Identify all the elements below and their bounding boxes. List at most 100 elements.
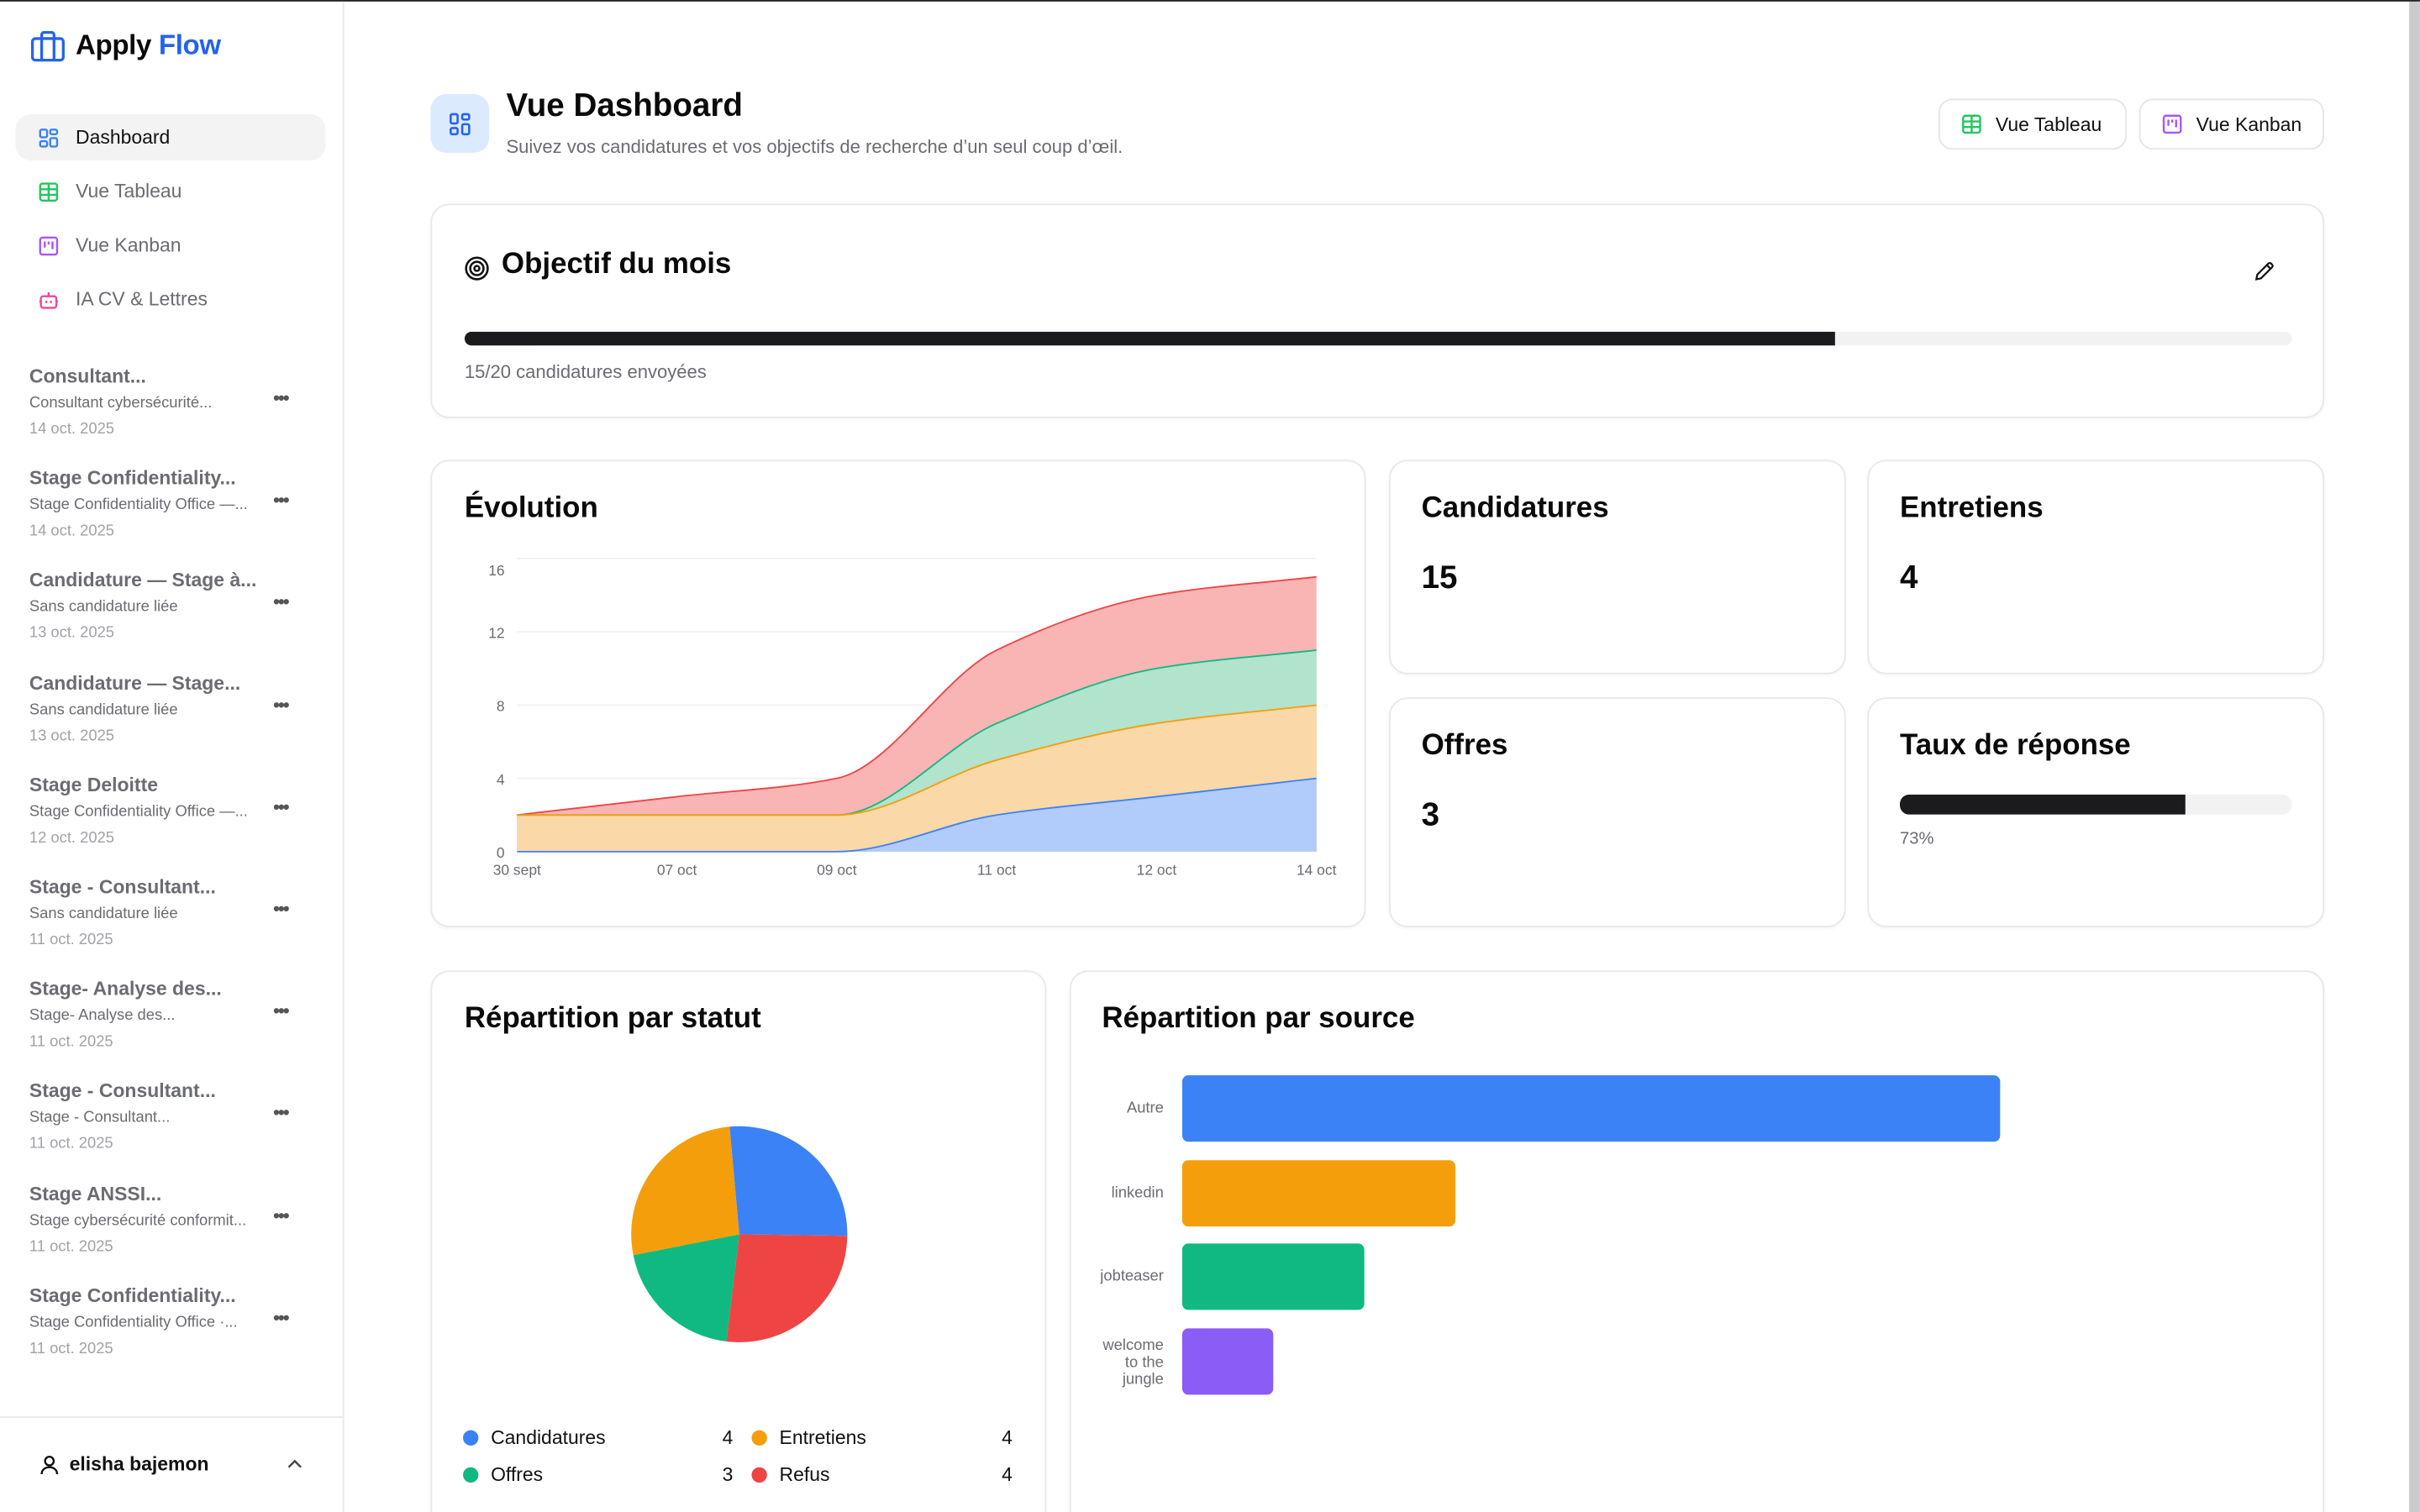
recent-item-title: Stage Deloitte [29,774,159,796]
bar-welcome [1181,1328,1274,1395]
legend-label: Entretiens [779,1426,866,1449]
robot-icon [39,291,58,308]
more-options-icon[interactable]: ••• [273,387,289,409]
pie-slice-entretiens [631,1126,739,1256]
recent-item-title: Stage ANSSI... [29,1183,162,1205]
recent-item-title: Candidature — Stage... [29,672,241,694]
goal-progress-bar [464,331,2292,346]
stat-value: 15 [1421,559,1458,596]
recent-item[interactable]: Stage Deloitte Stage Confidentiality Offi… [29,774,308,879]
edit-goal-pencil-icon[interactable] [2254,260,2275,282]
recent-item[interactable]: Stage- Analyse des... Stage- Analyse des.… [29,979,308,1084]
recent-item-subtitle: Stage Confidentiality Office ·... [29,1314,238,1331]
legend-dot [463,1467,479,1483]
sidebar-item-ia-cv-lettres[interactable]: IA CV & Lettres [15,276,325,323]
source-distribution-card: Répartition par source [1069,970,2325,1512]
x-tick-label: 09 oct [817,861,857,878]
stat-label: Entretiens [1899,491,2044,525]
recent-item-title: Stage Confidentiality... [29,467,236,490]
recent-item-date: 14 oct. 2025 [29,522,115,541]
response-rate-value: 73% [1899,830,1934,849]
user-name: elisha bajemon [69,1453,209,1475]
more-options-icon[interactable]: ••• [273,1102,289,1124]
sidebar-item-vue-tableau[interactable]: Vue Tableau [15,168,325,214]
legend-value: 4 [1002,1426,1013,1449]
status-title: Répartition par statut [464,1002,761,1036]
sidebar-divider [0,1416,343,1418]
sidebar-item-label: Vue Tableau [75,180,182,202]
evolution-title: Évolution [464,491,598,525]
goal-caption: 15/20 candidatures envoyées [464,360,707,383]
pie-slice-offres [633,1234,739,1342]
app-logo[interactable]: Apply Flow [76,29,221,62]
stat-card-candidatures: Candidatures 15 [1389,459,1846,675]
response-rate-fill [1899,794,2186,815]
recent-item[interactable]: Consultant... Consultant cybersécurité...… [29,365,308,470]
bar-label-text: welcome to the jungle [1102,1337,1164,1389]
stat-value: 4 [1899,559,1918,596]
more-options-icon[interactable]: ••• [273,1204,289,1226]
vue-tableau-button[interactable]: Vue Tableau [1938,98,2127,150]
recent-item-title: Stage - Consultant... [29,1080,216,1103]
x-tick-label: 14 oct [1297,861,1337,878]
recent-item-subtitle: Stage- Analyse des... [29,1007,176,1025]
recent-item-title: Consultant... [29,365,146,388]
bar-label: linkedin [1101,1185,1164,1202]
recent-item-date: 12 oct. 2025 [29,829,115,847]
recent-item[interactable]: Stage Confidentiality... Stage Confidenti… [29,468,308,573]
target-icon [465,256,489,281]
kanban-icon [39,235,59,255]
recent-item[interactable]: Candidature — Stage... Sans candidature l… [29,672,308,777]
line-refus [517,575,1317,816]
recent-item-date: 13 oct. 2025 [29,727,115,745]
legend-label: Refus [779,1464,830,1486]
chevron-up-icon [287,1459,302,1468]
legend-label: Offres [491,1464,544,1486]
page-title: Vue Dashboard [506,87,743,123]
stat-card-entretiens: Entretiens 4 [1867,459,2325,675]
line-candidatures [517,777,1317,853]
more-options-icon[interactable]: ••• [273,1000,289,1022]
recent-item[interactable]: Stage ANSSI... Stage cybersécurité confor… [29,1183,308,1288]
vue-kanban-button[interactable]: Vue Kanban [2139,98,2325,150]
recent-item-subtitle: Stage Confidentiality Office —... [29,803,248,821]
stat-card-offres: Offres 3 [1389,697,1846,927]
more-options-icon[interactable]: ••• [273,693,289,716]
bar-label: jobteaser [1101,1268,1164,1285]
sidebar-item-dashboard[interactable]: Dashboard [15,113,326,161]
legend-value: 4 [722,1426,734,1449]
recent-item-title: Stage - Consultant... [29,876,216,898]
page-scrollbar[interactable] [2409,1,2420,1512]
legend-dot [463,1430,479,1446]
recent-item[interactable]: Candidature — Stage à... Sans candidature… [29,570,308,675]
pie-slice-candidatures [729,1126,848,1236]
more-options-icon[interactable]: ••• [273,1306,289,1329]
more-options-icon[interactable]: ••• [273,489,289,512]
recent-item-title: Candidature — Stage à... [29,570,257,592]
more-options-icon[interactable]: ••• [273,897,289,920]
recent-item[interactable]: Stage Confidentiality... Stage Confidenti… [29,1285,308,1389]
y-tick-label: 4 [497,771,505,788]
more-options-icon[interactable]: ••• [273,795,289,818]
x-tick-label: 11 oct [977,861,1016,878]
response-rate-bar [1899,794,2292,815]
x-tick-label: 12 oct [1137,861,1177,878]
sidebar-item-vue-kanban[interactable]: Vue Kanban [15,222,325,268]
sidebar: Apply Flow Dashboard Vue Tableau Vue Kanba… [0,1,345,1512]
recent-item[interactable]: Stage - Consultant... Stage - Consultant.… [29,1080,308,1185]
recent-item-date: 11 oct. 2025 [29,1136,113,1153]
table-icon [1962,114,1981,134]
recent-item-subtitle: Sans candidature liée [29,701,178,719]
stat-label: Offres [1421,729,1508,763]
vue-tableau-label: Vue Tableau [1995,113,2102,135]
more-options-icon[interactable]: ••• [273,591,289,613]
user-menu-button[interactable]: elisha bajemon [15,1444,324,1487]
recent-item-date: 13 oct. 2025 [29,625,115,643]
y-tick-label: 12 [488,624,504,641]
user-icon [40,1456,59,1475]
bar-label: Autre [1101,1100,1164,1117]
vue-kanban-label: Vue Kanban [2196,113,2302,135]
recent-item-date: 14 oct. 2025 [29,421,115,438]
pie-slice-refus [726,1234,848,1342]
recent-item[interactable]: Stage - Consultant... Sans candidature li… [29,876,308,981]
